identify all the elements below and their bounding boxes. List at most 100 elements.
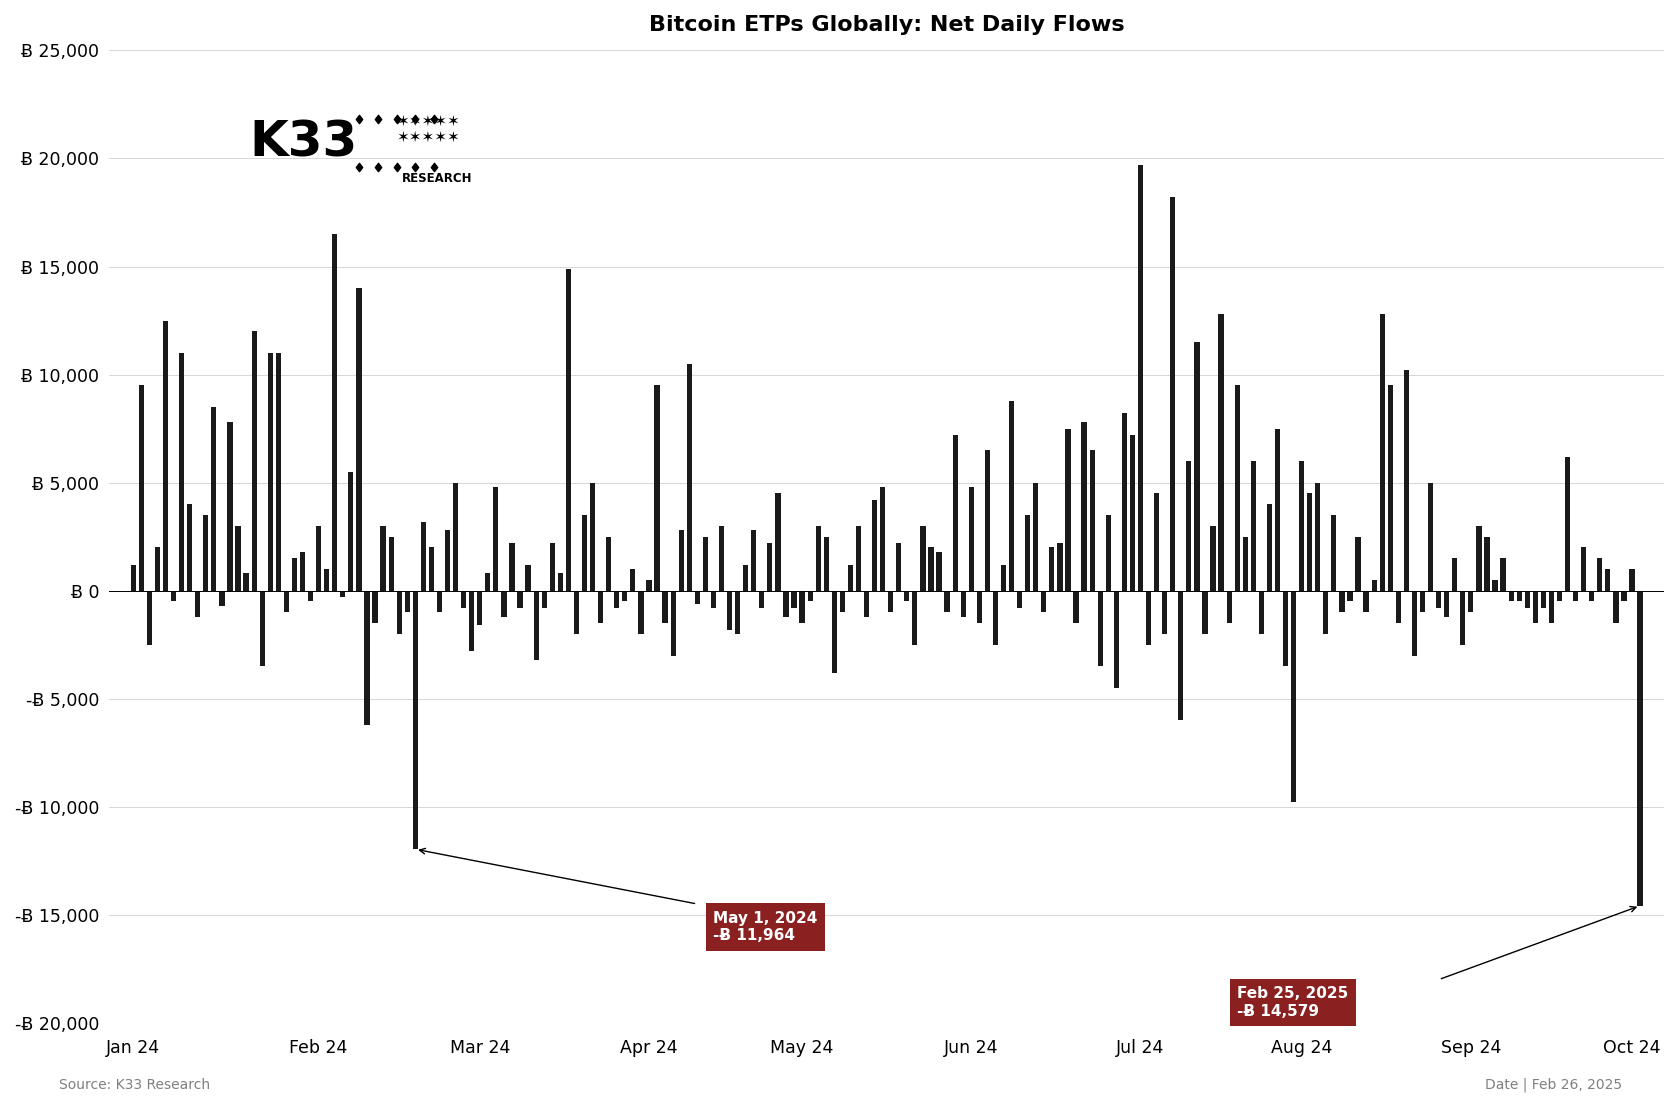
Bar — [356, 288, 361, 591]
Bar — [953, 435, 958, 591]
Bar — [1080, 422, 1085, 591]
Bar — [847, 565, 852, 591]
Bar — [1507, 591, 1514, 601]
Bar — [1604, 569, 1609, 591]
Bar — [307, 591, 312, 601]
Bar — [1016, 591, 1021, 608]
Bar — [259, 591, 265, 666]
Bar — [1322, 591, 1327, 634]
Bar — [1089, 450, 1094, 591]
Bar — [412, 591, 418, 850]
Bar — [1426, 483, 1433, 591]
Bar — [573, 591, 578, 634]
Bar — [1267, 504, 1272, 591]
Bar — [1033, 483, 1038, 591]
Bar — [1636, 591, 1641, 906]
Bar — [1152, 494, 1159, 591]
Bar — [195, 591, 200, 617]
Bar — [469, 591, 474, 651]
Bar — [679, 530, 684, 591]
Bar — [1137, 165, 1142, 591]
Bar — [936, 551, 941, 591]
Bar — [1339, 591, 1344, 612]
Text: ✶✶✶✶✶
✶✶✶✶✶: ✶✶✶✶✶ ✶✶✶✶✶ — [396, 114, 460, 145]
Bar — [1596, 558, 1601, 591]
Bar — [1282, 591, 1287, 666]
Bar — [509, 544, 514, 591]
Bar — [766, 544, 773, 591]
Bar — [178, 352, 185, 591]
Text: Feb 25, 2025
-Ƀ 14,579: Feb 25, 2025 -Ƀ 14,579 — [1236, 986, 1347, 1019]
Bar — [163, 320, 168, 591]
Bar — [1169, 198, 1174, 591]
Bar — [1074, 591, 1079, 623]
Bar — [1613, 591, 1618, 623]
Bar — [1250, 461, 1255, 591]
Bar — [1362, 591, 1368, 612]
Bar — [1314, 483, 1319, 591]
Bar — [533, 591, 539, 660]
Bar — [486, 573, 491, 591]
Bar — [1121, 413, 1126, 591]
Bar — [365, 591, 370, 725]
Bar — [1541, 591, 1546, 608]
Bar — [726, 591, 732, 630]
Bar — [1379, 314, 1384, 591]
Bar — [638, 591, 643, 634]
Bar — [171, 591, 176, 601]
Bar — [1290, 591, 1295, 802]
Bar — [333, 234, 338, 591]
Text: RESEARCH: RESEARCH — [402, 172, 472, 185]
Bar — [1564, 456, 1569, 591]
Text: Source: K33 Research: Source: K33 Research — [59, 1077, 210, 1092]
Bar — [647, 580, 652, 591]
Bar — [492, 487, 499, 591]
Bar — [685, 364, 692, 591]
Text: K33: K33 — [249, 118, 358, 167]
Bar — [581, 515, 586, 591]
Bar — [501, 591, 506, 617]
Bar — [1161, 591, 1166, 634]
Bar — [517, 591, 522, 608]
Bar — [993, 591, 998, 644]
Bar — [348, 472, 353, 591]
Bar — [1492, 580, 1497, 591]
Bar — [1556, 591, 1561, 601]
Bar — [1226, 591, 1231, 623]
Bar — [1201, 591, 1206, 634]
Bar — [324, 569, 329, 591]
Bar — [598, 591, 603, 623]
Bar — [405, 591, 410, 612]
Bar — [252, 332, 257, 591]
Bar — [927, 547, 932, 591]
Bar — [783, 591, 788, 617]
Bar — [1435, 591, 1440, 608]
Bar — [662, 591, 667, 623]
Bar — [774, 494, 780, 591]
Bar — [613, 591, 618, 608]
Bar — [1403, 370, 1408, 591]
Bar — [1394, 591, 1399, 623]
Bar — [1105, 515, 1110, 591]
Bar — [235, 526, 240, 591]
Bar — [131, 565, 136, 591]
Bar — [1097, 591, 1102, 666]
Bar — [895, 544, 900, 591]
Bar — [670, 591, 675, 655]
Bar — [743, 565, 748, 591]
Bar — [227, 422, 232, 591]
Bar — [212, 407, 217, 591]
Bar — [339, 591, 344, 597]
Bar — [590, 483, 595, 591]
Bar — [1242, 537, 1247, 591]
Bar — [558, 573, 563, 591]
Bar — [1114, 591, 1119, 688]
Bar — [711, 591, 716, 608]
Bar — [1040, 591, 1045, 612]
Bar — [244, 573, 249, 591]
Bar — [428, 547, 433, 591]
Bar — [1218, 314, 1223, 591]
Bar — [284, 591, 289, 612]
Bar — [823, 537, 828, 591]
Bar — [1178, 591, 1183, 720]
